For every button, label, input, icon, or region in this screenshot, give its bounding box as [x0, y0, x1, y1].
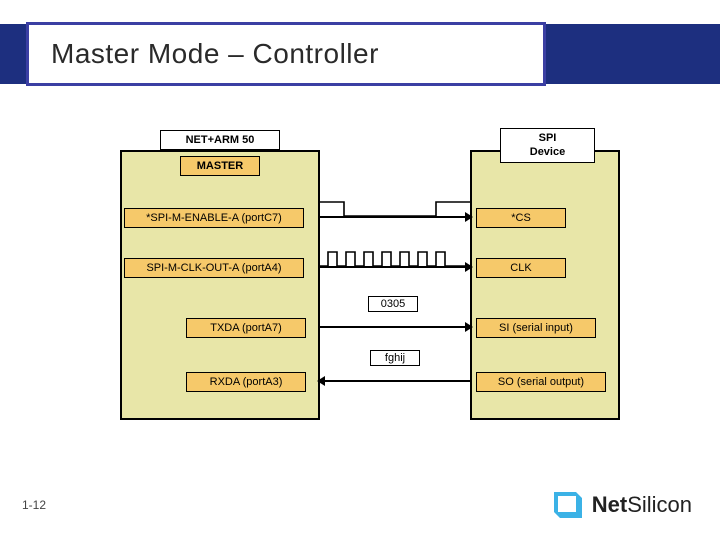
- label-box: NET+ARM 50: [160, 130, 280, 150]
- label-box: SI (serial input): [476, 318, 596, 338]
- page-number: 1-12: [22, 498, 46, 512]
- label-box: SPI-M-CLK-OUT-A (portA4): [124, 258, 304, 278]
- label-box: RXDA (portA3): [186, 372, 306, 392]
- header-box: Master Mode – Controller: [26, 22, 546, 86]
- logo-text-b: Silicon: [627, 492, 692, 517]
- diagram: NET+ARM 50MASTERSPIDevice*SPI-M-ENABLE-A…: [100, 150, 620, 430]
- label-box: *CS: [476, 208, 566, 228]
- logo-text-a: Net: [592, 492, 627, 517]
- logo-icon: [548, 488, 586, 522]
- mid-label: 0305: [368, 296, 418, 312]
- label-box: MASTER: [180, 156, 260, 176]
- label-box: SO (serial output): [476, 372, 606, 392]
- signal-line: [318, 380, 472, 382]
- mid-label: fghij: [370, 350, 420, 366]
- label-box: TXDA (portA7): [186, 318, 306, 338]
- logo: NetSilicon: [548, 488, 692, 522]
- label-box: *SPI-M-ENABLE-A (portC7): [124, 208, 304, 228]
- waveform-icon: [320, 248, 470, 272]
- logo-text: NetSilicon: [592, 492, 692, 518]
- signal-line: [318, 326, 472, 328]
- label-box: CLK: [476, 258, 566, 278]
- page-title: Master Mode – Controller: [51, 38, 379, 70]
- label-box: SPIDevice: [500, 128, 595, 163]
- waveform-icon: [320, 198, 470, 222]
